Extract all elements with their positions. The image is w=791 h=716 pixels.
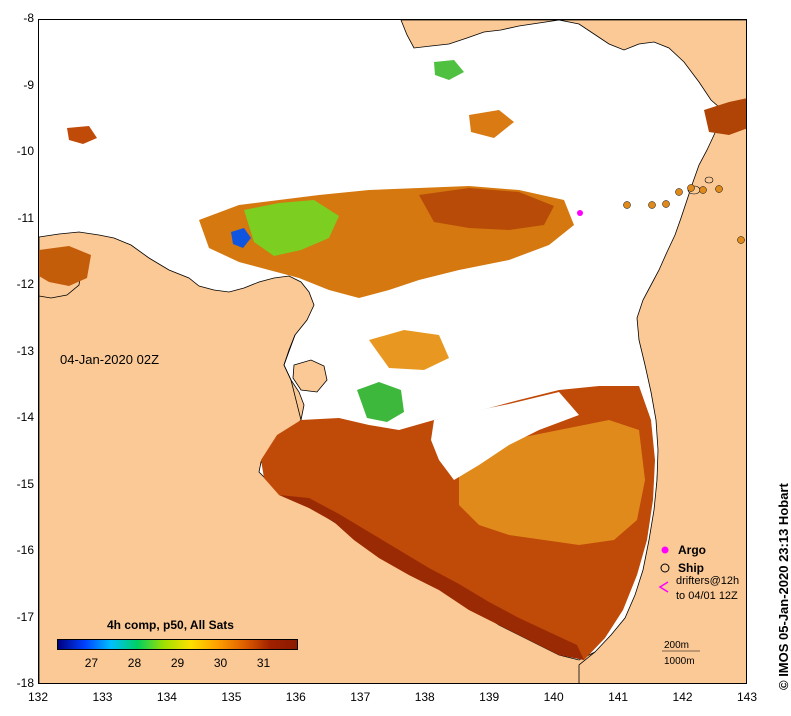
argo-marker[interactable]	[577, 210, 583, 216]
legend-drifters-label: drifters@12h to 04/01 12Z	[676, 575, 740, 602]
ship-marker[interactable]	[687, 184, 695, 192]
lon-tick-label: 133	[92, 690, 113, 704]
lat-tick-label: -13	[16, 343, 34, 358]
ship-marker[interactable]	[737, 236, 745, 244]
scale-lines	[662, 650, 700, 652]
scale-label-200: 200m	[664, 640, 690, 651]
lon-tick-label: 143	[736, 690, 758, 704]
land-island	[704, 176, 714, 184]
lat-tick-label: -8	[23, 11, 34, 25]
lat-tick-label: -12	[16, 277, 34, 291]
sst-patch-gulf-east	[459, 420, 645, 545]
land-groote-eylandt	[292, 359, 328, 393]
markers-layer	[577, 184, 745, 244]
lon-tick-label: 140	[543, 690, 564, 704]
sst-patch-north	[469, 110, 514, 138]
lon-tick-label: 141	[608, 690, 629, 704]
legend-argo-label: Argo	[678, 543, 706, 557]
lat-tick-label: -17	[16, 609, 34, 624]
sst-patch-north-green	[434, 60, 464, 80]
sst-patch-west	[39, 246, 91, 286]
sst-patch-arafura-blue	[231, 228, 251, 248]
ship-marker[interactable]	[648, 201, 656, 209]
colorbar-tick-label: 31	[256, 656, 271, 670]
lat-tick-label: -14	[16, 410, 34, 424]
land-cape-york	[578, 81, 746, 683]
copyright: © IMOS 05-Jan-2020 23:13 Hobart	[776, 483, 791, 690]
sst-patch-green-south	[357, 382, 404, 422]
lon-tick-label: 132	[27, 690, 49, 704]
scale-label-1000: 1000m	[664, 656, 695, 667]
sst-map[interactable]	[39, 20, 747, 684]
lon-tick-label: 137	[350, 690, 371, 704]
lat-tick-label: -11	[17, 210, 34, 225]
sst-patch-far-west	[67, 126, 97, 144]
colorbar-tick-label: 28	[127, 656, 142, 670]
sst-patch-arafura-north	[419, 188, 554, 230]
lat-tick-label: -18	[16, 676, 34, 690]
colorbar-tick-label: 29	[170, 656, 185, 670]
map-frame[interactable]	[38, 19, 747, 684]
ship-marker[interactable]	[662, 200, 670, 208]
colorbar-tick-label: 27	[84, 656, 99, 670]
colorbar-title: 4h comp, p50, All Sats	[107, 618, 234, 632]
lon-tick-label: 142	[672, 690, 693, 704]
lat-tick-label: -16	[16, 543, 34, 557]
sst-cloud-gulf	[431, 392, 579, 480]
lon-tick-label: 136	[285, 690, 306, 704]
ship-legend-icon	[660, 563, 670, 573]
lon-tick-label: 138	[414, 690, 435, 704]
lon-tick-label: 135	[221, 690, 242, 704]
lon-tick-label: 139	[479, 690, 500, 704]
lat-tick-label: -15	[16, 476, 34, 491]
sst-patch-arafura-green	[244, 200, 339, 256]
sst-patch-gulf-coast	[279, 495, 584, 660]
lat-tick-label: -9	[23, 77, 34, 92]
drifter-legend-icon	[658, 581, 669, 593]
ship-marker[interactable]	[699, 186, 707, 194]
legend-ship-label: Ship	[678, 561, 704, 575]
sst-layer	[39, 60, 746, 660]
lon-tick-label: 134	[156, 690, 177, 704]
ship-marker[interactable]	[715, 185, 723, 193]
argo-legend-icon	[661, 546, 669, 554]
colorbar	[57, 639, 298, 650]
ship-marker[interactable]	[623, 201, 631, 209]
date-label: 04-Jan-2020 02Z	[60, 352, 160, 367]
sst-patch-orange-mid	[369, 330, 449, 370]
sst-patch-cape-york	[704, 98, 746, 135]
ship-marker[interactable]	[675, 188, 683, 196]
lat-tick-label: -10	[16, 144, 34, 158]
colorbar-tick-label: 30	[213, 656, 228, 670]
